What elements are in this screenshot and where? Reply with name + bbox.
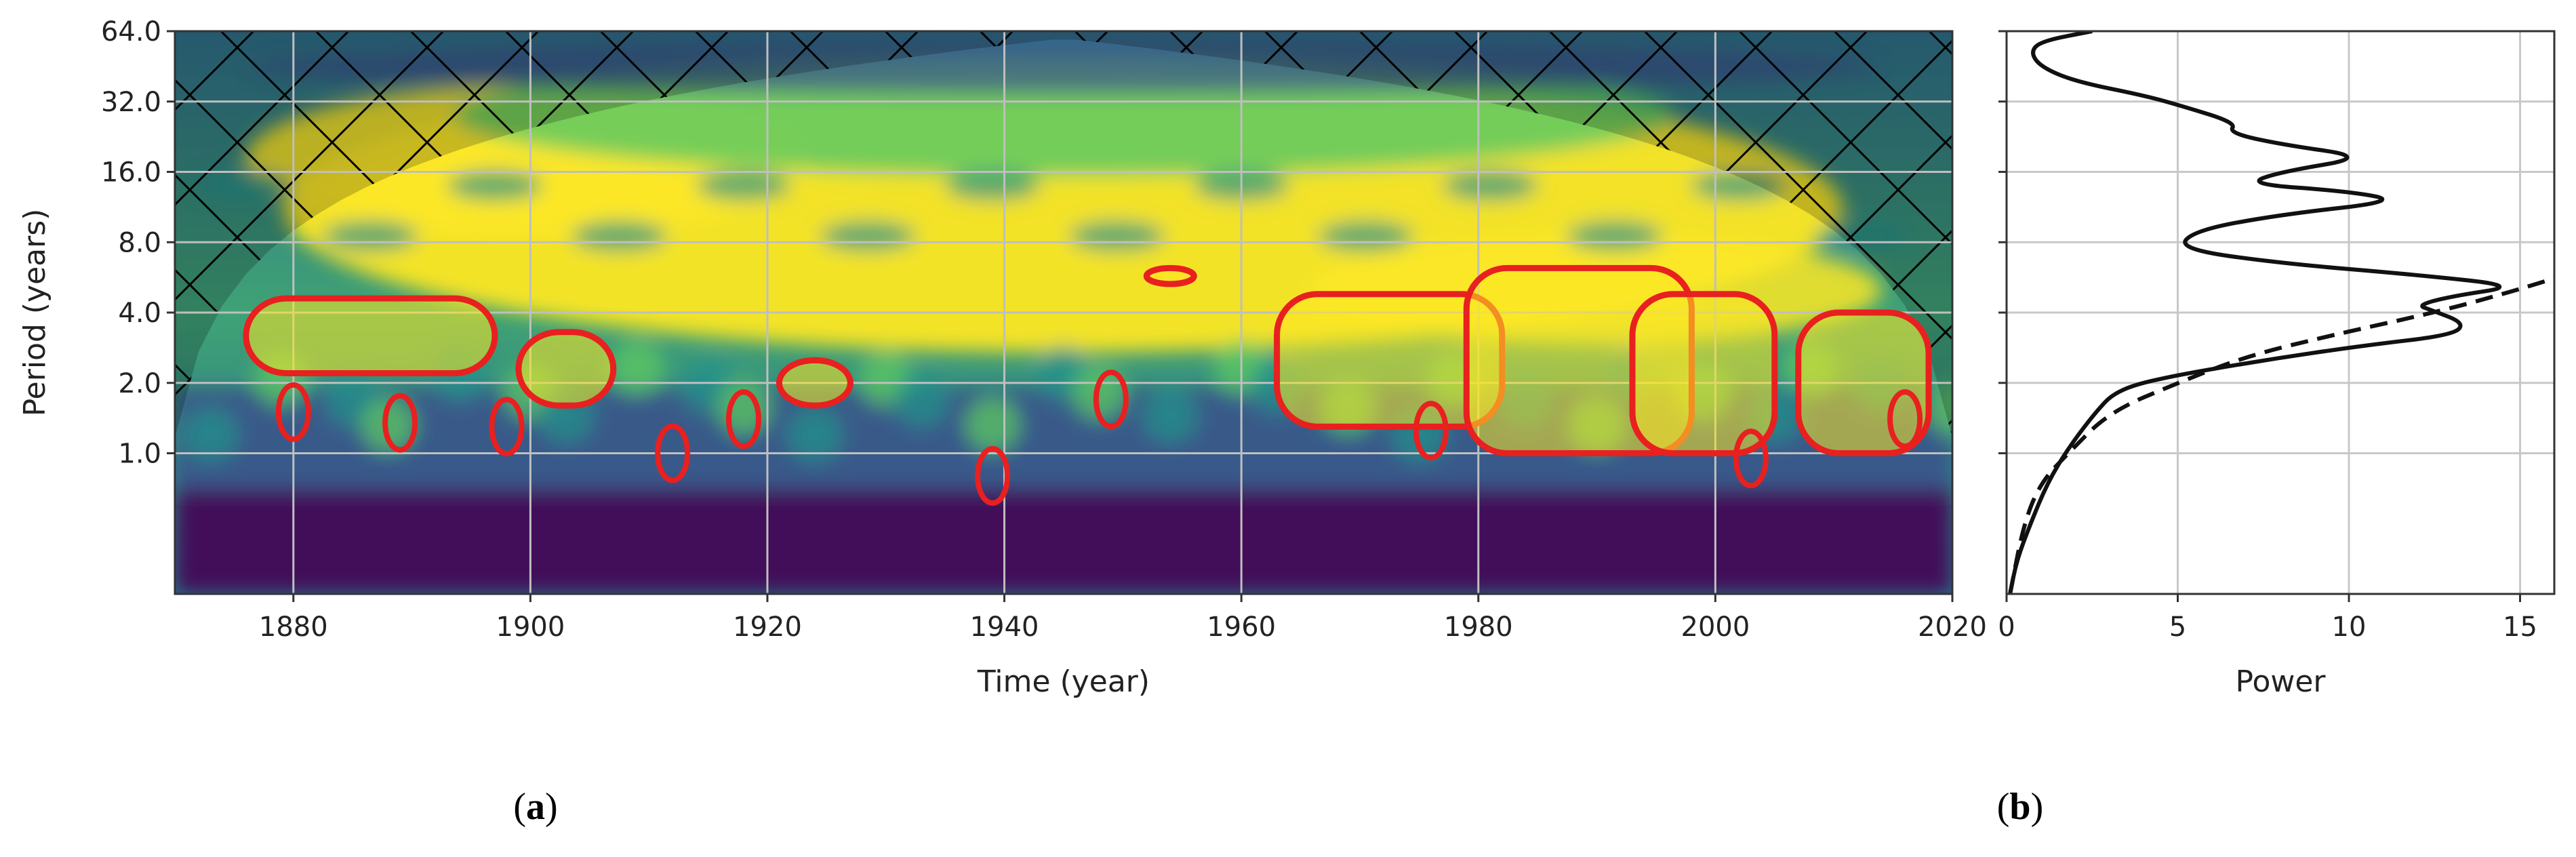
- significance-contour-small: [489, 397, 525, 457]
- significance-contour: [1143, 264, 1197, 287]
- y-tick-label: 64.0: [101, 16, 161, 47]
- y-tick-label: 8.0: [118, 227, 161, 258]
- x-axis-ticks-b: 0 5 10 15: [1998, 594, 2537, 643]
- y-tick-label: 32.0: [101, 87, 161, 118]
- significance-contour: [1629, 291, 1778, 456]
- significance-contour-small: [382, 393, 418, 453]
- significance-contour-small: [1887, 389, 1923, 450]
- significance-contour: [776, 357, 853, 409]
- x-tick-label: 0: [1998, 612, 2015, 643]
- y-tick-label: 1.0: [118, 439, 161, 470]
- y-tick-label: 2.0: [118, 368, 161, 399]
- x-axis-title-a: Time (year): [977, 664, 1150, 699]
- x-tick-label: 1900: [496, 612, 565, 643]
- panel-label-b: (b): [1997, 786, 2043, 828]
- global-wavelet-spectrum-line: [2008, 31, 2502, 594]
- significance-contours: [243, 264, 1932, 506]
- x-tick-label: 1980: [1444, 612, 1513, 643]
- wavelet-power-panel: 1880 1900 1920 1940 1960 1980 2000 2020 64.0 32.…: [18, 16, 1987, 828]
- global-power-panel: 0 5 10 15 Power (b): [1997, 30, 2556, 828]
- x-tick-label: 1940: [970, 612, 1039, 643]
- significance-contour-small: [1413, 401, 1449, 461]
- x-tick-label: 2020: [1918, 612, 1987, 643]
- significance-contour: [515, 329, 617, 409]
- significance-contour: [1795, 309, 1932, 456]
- x-tick-label: 15: [2503, 612, 2537, 643]
- y-axis-ticks-b: [1998, 30, 2007, 454]
- cone-of-influence-hatching: [175, 31, 1952, 594]
- significance-contour-small: [1093, 370, 1129, 430]
- x-tick-label: 1960: [1207, 612, 1276, 643]
- x-tick-label: 1880: [259, 612, 328, 643]
- x-tick-label: 2000: [1681, 612, 1750, 643]
- x-tick-label: 5: [2169, 612, 2186, 643]
- y-tick-label: 16.0: [101, 157, 161, 188]
- x-axis-ticks-a: 1880 1900 1920 1940 1960 1980 2000 2020: [259, 594, 1987, 643]
- significance-contour-small: [275, 382, 311, 442]
- significance-contour-small: [1733, 428, 1769, 489]
- x-axis-title-b: Power: [2235, 664, 2326, 699]
- significance-contour: [243, 295, 498, 376]
- y-tick-label: 4.0: [118, 298, 161, 329]
- significance-level-dashed-line: [2008, 276, 2554, 594]
- y-axis-ticks-a: 64.0 32.0 16.0 8.0 4.0 2.0 1.0: [101, 16, 175, 470]
- significance-contour-small: [975, 445, 1011, 506]
- y-axis-title-a: Period (years): [18, 209, 52, 417]
- grid-b: [2007, 31, 2554, 594]
- significance-contour-small: [655, 423, 691, 483]
- panel-label-a: (a): [513, 786, 557, 828]
- significance-contour-small: [726, 389, 762, 450]
- x-tick-label: 1920: [733, 612, 802, 643]
- x-tick-label: 10: [2332, 612, 2367, 643]
